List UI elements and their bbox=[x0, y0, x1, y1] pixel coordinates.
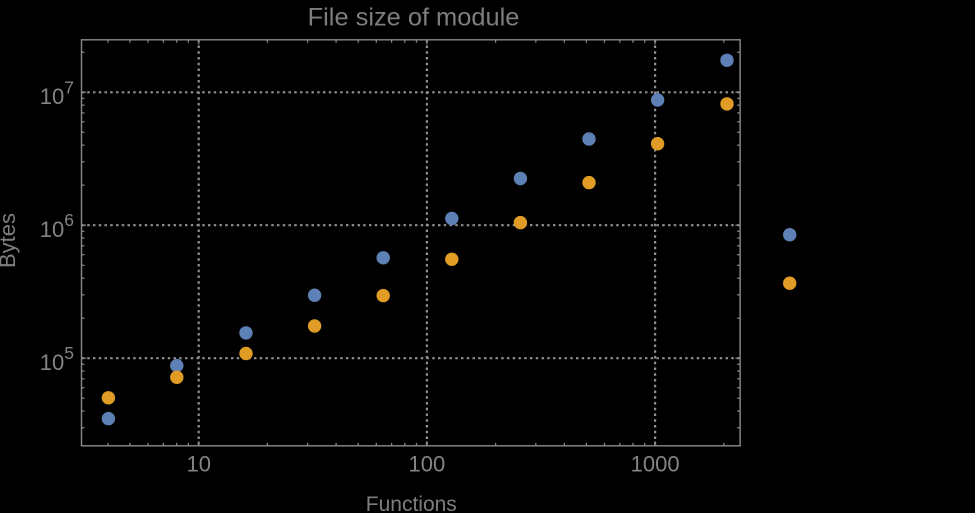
svg-text:Functions: Functions bbox=[366, 493, 457, 513]
svg-text:Bytes: Bytes bbox=[0, 213, 20, 268]
svg-text:File size of module: File size of module bbox=[308, 4, 520, 32]
svg-text:100: 100 bbox=[409, 452, 446, 477]
svg-text:10: 10 bbox=[186, 452, 210, 477]
svg-text:1000: 1000 bbox=[631, 452, 680, 477]
